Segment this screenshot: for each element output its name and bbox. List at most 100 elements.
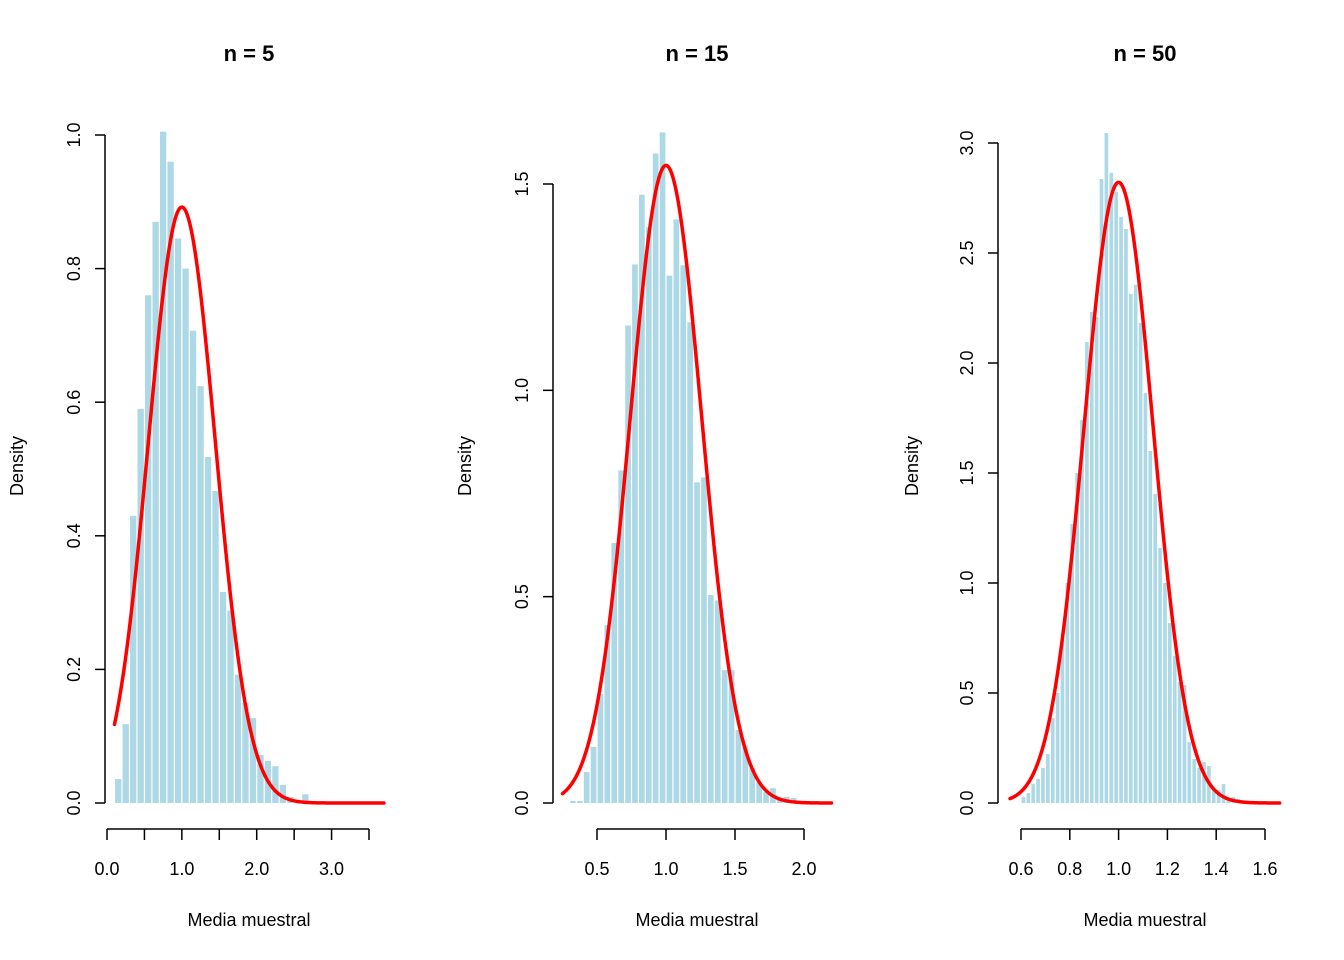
histogram-bar — [242, 702, 249, 803]
histogram-bar — [735, 729, 742, 803]
histogram-bar — [742, 745, 749, 803]
histogram-bar — [1211, 789, 1216, 803]
histogram-bar — [1168, 623, 1172, 803]
y-tick-label: 2.0 — [957, 350, 977, 375]
x-tick-label: 1.0 — [1106, 859, 1131, 879]
histogram-bar — [625, 325, 631, 803]
histogram-bar — [1158, 548, 1162, 803]
histogram-bar — [189, 330, 197, 803]
histogram-bar — [279, 784, 287, 803]
histogram-bar — [1187, 742, 1192, 803]
panel-n-15: n = 15 Media muestral Density 0.0 0.5 1.0 1… — [455, 41, 834, 930]
histogram-bar — [708, 595, 714, 803]
histogram-bar — [167, 161, 174, 804]
y-tick-label: 1.5 — [957, 460, 977, 485]
x-tick-label: 3.0 — [319, 859, 344, 879]
x-axis: 0.6 0.8 1.0 1.2 1.4 1.6 — [1008, 828, 1278, 879]
histogram-bar — [1080, 419, 1084, 803]
y-axis-label: Density — [902, 436, 922, 496]
x-tick-label: 1.2 — [1155, 859, 1180, 879]
histogram-bar — [1109, 172, 1114, 804]
density-curve — [112, 205, 386, 805]
histogram-bar — [212, 491, 219, 803]
x-tick-label: 0.8 — [1057, 859, 1082, 879]
y-tick-label: 2.5 — [957, 240, 977, 265]
histogram-bar — [1163, 583, 1167, 803]
histogram-bar — [1089, 311, 1094, 803]
histogram-bar — [1036, 779, 1040, 803]
histogram-bar — [1153, 493, 1158, 803]
histogram-bar — [673, 219, 680, 804]
y-axis-label: Density — [455, 436, 475, 496]
histogram-bar — [1133, 284, 1138, 803]
histogram-bar — [1216, 790, 1221, 803]
histogram-bars — [570, 132, 797, 804]
histogram-bar — [1099, 179, 1104, 803]
panel-title: n = 15 — [666, 41, 729, 66]
histogram-bar — [1026, 793, 1031, 803]
y-tick-label: 0.5 — [512, 584, 532, 609]
histogram-bar — [701, 477, 707, 803]
histogram-bar — [197, 386, 204, 803]
histogram-bar — [666, 275, 673, 803]
histogram-bar — [122, 724, 129, 803]
histogram-bars — [115, 131, 309, 804]
panel-n-5: n = 5 Media muestral Density 0.00.20.40.… — [7, 41, 386, 930]
histogram-bar — [618, 470, 624, 803]
histogram-bar — [590, 746, 597, 803]
y-axis: 0.0 0.2 0.4 0.6 0.8 1.0 — [64, 122, 106, 816]
histogram-bar — [137, 408, 144, 803]
x-tick-label: 1.4 — [1204, 859, 1229, 879]
x-tick-label: 0.6 — [1008, 859, 1033, 879]
histogram-bar — [152, 221, 159, 804]
histogram-bar — [1041, 767, 1045, 803]
histogram-bar — [130, 515, 137, 803]
histogram-bar — [583, 772, 590, 803]
y-axis: 0.0 0.5 1.0 1.5 2.0 2.5 3.0 — [957, 130, 999, 816]
x-tick-label: 1.5 — [722, 859, 747, 879]
histogram-bar — [1085, 342, 1089, 803]
histogram-bar — [115, 778, 122, 803]
histogram-bar — [1192, 759, 1197, 803]
histogram-bar — [1021, 797, 1026, 803]
histogram-bar — [227, 610, 234, 803]
y-axis-label: Density — [7, 436, 27, 496]
histogram-bar — [1046, 753, 1050, 803]
panel-title: n = 50 — [1114, 41, 1177, 66]
histogram-bar — [680, 265, 687, 803]
histogram-bar — [1104, 133, 1109, 804]
x-tick-label: 1.0 — [653, 859, 678, 879]
histogram-bar — [182, 268, 189, 804]
y-tick-label: 1.5 — [512, 171, 532, 196]
histogram-bar — [749, 767, 756, 803]
density-curve — [560, 163, 834, 805]
x-axis-label: Media muestral — [635, 910, 758, 930]
histogram-bar — [1221, 784, 1226, 803]
y-tick-label: 0.0 — [64, 790, 84, 815]
histogram-bar — [1075, 473, 1079, 803]
y-tick-label: 0.8 — [64, 256, 84, 281]
histogram-bar — [1197, 767, 1201, 803]
histogram-bar — [1119, 216, 1123, 804]
histogram-bar — [763, 791, 769, 803]
x-axis-label: Media muestral — [1083, 910, 1206, 930]
histogram-bar — [639, 194, 645, 804]
histogram-bars — [1021, 133, 1240, 804]
y-tick-label: 0.5 — [957, 680, 977, 705]
x-tick-label: 1.6 — [1252, 859, 1277, 879]
histogram-bar — [1128, 293, 1133, 803]
y-tick-label: 1.0 — [64, 122, 84, 147]
histogram-bar — [204, 456, 212, 803]
histogram-bar — [160, 131, 167, 803]
histogram-bar — [257, 754, 264, 803]
x-tick-label: 1.0 — [169, 859, 194, 879]
histogram-bar — [174, 238, 182, 804]
x-tick-label: 0.0 — [94, 859, 119, 879]
histogram-bar — [1148, 451, 1153, 803]
x-tick-label: 2.0 — [244, 859, 269, 879]
histogram-bar — [714, 600, 721, 803]
histogram-bar — [1050, 718, 1055, 803]
x-axis: 0.0 1.0 2.0 3.0 — [94, 828, 370, 879]
histogram-bar — [1065, 583, 1070, 803]
